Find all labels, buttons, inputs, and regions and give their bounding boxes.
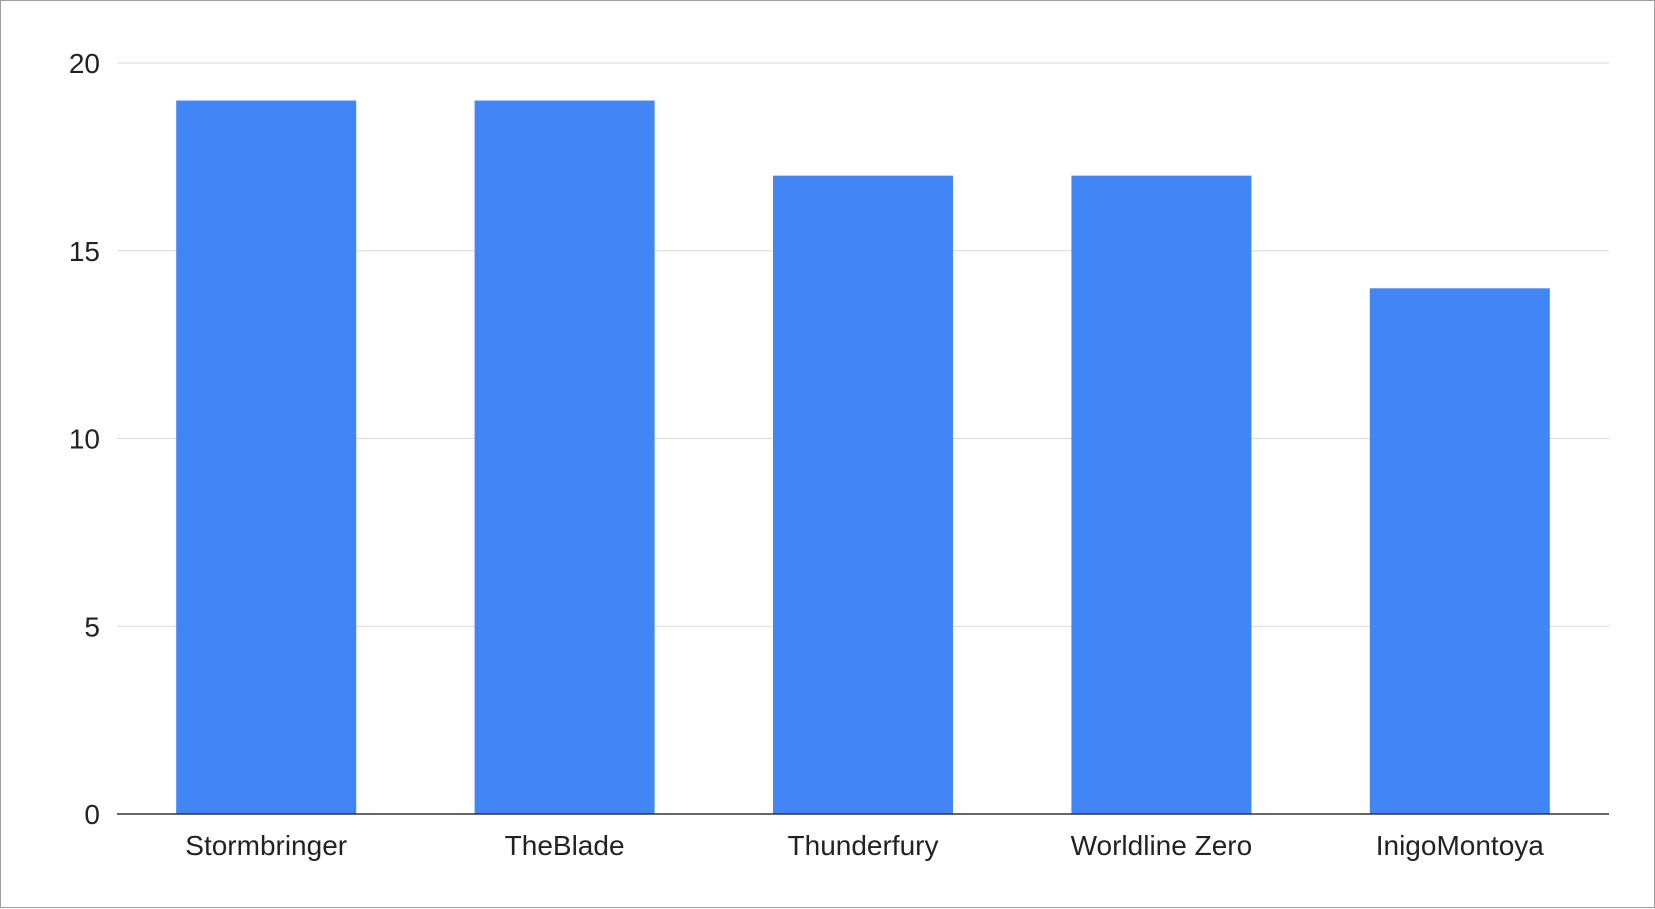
x-tick-label: InigoMontoya <box>1376 830 1545 861</box>
y-tick-label: 15 <box>69 236 100 267</box>
bar-worldline-zero[interactable] <box>1071 175 1252 814</box>
y-tick-label: 0 <box>84 799 100 830</box>
x-tick-label: Stormbringer <box>185 830 347 861</box>
x-tick-label: TheBlade <box>505 830 625 861</box>
bar-theblade[interactable] <box>474 100 655 815</box>
y-tick-label: 5 <box>84 611 100 642</box>
y-tick-label: 20 <box>69 48 100 79</box>
bar-inigomontoya[interactable] <box>1369 288 1550 814</box>
bar-stormbringer[interactable] <box>176 100 357 815</box>
bars <box>176 100 1550 815</box>
x-tick-label: Thunderfury <box>788 830 939 861</box>
bar-thunderfury[interactable] <box>773 175 953 814</box>
x-tick-labels: Stormbringer TheBlade Thunderfury Worldline… <box>185 830 1544 861</box>
y-tick-label: 10 <box>69 424 100 455</box>
y-tick-labels: 0 5 10 15 20 <box>69 48 100 830</box>
x-tick-label: Worldline Zero <box>1071 830 1253 861</box>
